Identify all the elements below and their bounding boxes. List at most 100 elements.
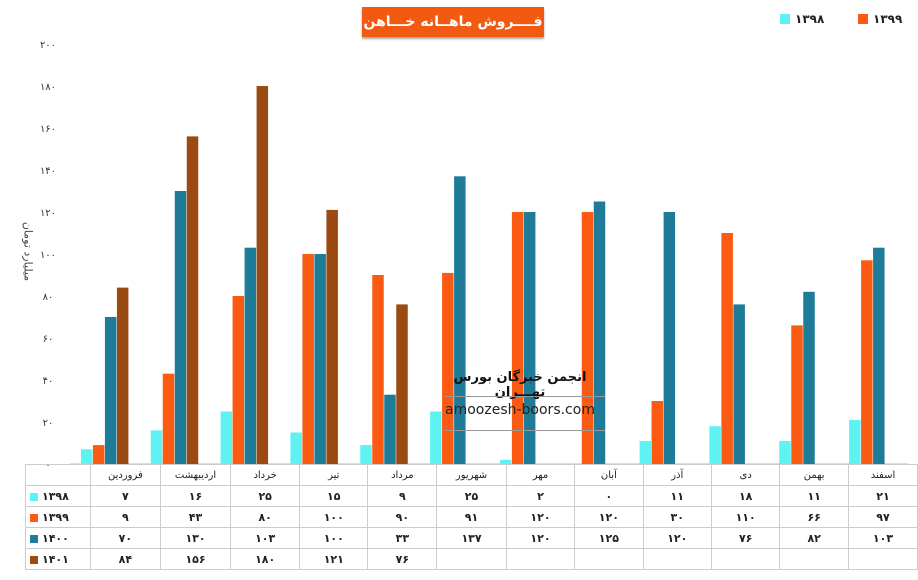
legend-swatch	[780, 14, 790, 24]
bar-۱۳۹۸-تیر	[290, 432, 302, 464]
table-header-cell: تیر	[299, 464, 369, 486]
bar-۱۳۹۸-خرداد	[220, 411, 233, 464]
bar-۱۴۰۰-آبان	[593, 201, 606, 464]
table-cell: ۱۲۵	[574, 527, 644, 549]
table-cell	[436, 548, 507, 570]
bar-۱۳۹۸-مهر	[499, 459, 512, 464]
bar-۱۴۰۰-تیر	[314, 254, 326, 464]
bar-۱۴۰۰-آذر	[663, 212, 676, 464]
bar-۱۴۰۰-مرداد	[384, 394, 396, 464]
bar-۱۳۹۸-مرداد	[360, 445, 372, 464]
table-cell	[779, 548, 849, 570]
bar-۱۴۰۱-تیر	[326, 209, 338, 464]
table-row: ۱۳۹۹ ۹ ۴۳ ۸۰ ۱۰۰ ۹۰ ۹۱ ۱۲۰ ۱۲۰ ۳۰ ۱۱۰ ۶۶ ۹۷	[25, 506, 918, 528]
table-cell	[642, 548, 712, 570]
table-row: ۱۴۰۱ ۸۴ ۱۵۶ ۱۸۰ ۱۲۱ ۷۶	[25, 548, 918, 570]
table-cell: ۱۰۳	[230, 527, 301, 549]
bar-۱۴۰۱-مرداد	[396, 304, 408, 464]
y-tick-label: ۱۸۰	[40, 82, 56, 93]
table-cell: ۹	[367, 485, 438, 507]
bar-۱۴۰۰-اسفند	[873, 247, 885, 464]
legend-label: ۱۳۹۹	[873, 12, 903, 26]
table-cell: ۹۱	[436, 506, 507, 528]
bar-۱۴۰۰-دی	[733, 304, 745, 464]
bar-۱۳۹۸-اسفند	[849, 419, 861, 464]
table-cell: ۱۸	[710, 485, 781, 507]
table-cell: ۱۳۷	[436, 527, 507, 549]
y-tick-label: ۸۰	[43, 292, 54, 303]
table-cell: ۱۱۰	[710, 506, 781, 528]
series-swatch	[30, 534, 38, 543]
table-corner	[25, 464, 91, 486]
table-cell: ۱۵	[299, 485, 369, 507]
bar-۱۴۰۱-اردیبهشت	[186, 136, 199, 464]
y-tick-label: ۱۲۰	[40, 208, 56, 219]
table-cell: ۱۰۰	[299, 506, 369, 528]
bar-۱۳۹۹-آذر	[651, 401, 664, 464]
legend-swatch	[858, 14, 868, 24]
bar-۱۳۹۹-دی	[721, 233, 733, 464]
table-cell: ۷۰	[89, 527, 161, 549]
table-cell: ۱۶	[159, 485, 232, 507]
table-header-cell: شهریور	[436, 464, 507, 486]
bar-۱۳۹۹-اردیبهشت	[162, 373, 175, 464]
bar-۱۴۰۰-بهمن	[803, 291, 815, 464]
y-tick-label: ۲۰	[43, 418, 54, 429]
table-cell: ۸۴	[89, 548, 161, 570]
table-row: ۱۴۰۰ ۷۰ ۱۳۰ ۱۰۳ ۱۰۰ ۳۳ ۱۳۷ ۱۲۰ ۱۲۵ ۱۲۰ ۷۶ ۸۲ ۱۰۳	[25, 527, 918, 549]
table-row-header: ۱۳۹۹	[25, 506, 91, 528]
table-row: ۱۳۹۸ ۷ ۱۶ ۲۵ ۱۵ ۹ ۲۵ ۲ ۰ ۱۱ ۱۸ ۱۱ ۲۱	[25, 485, 918, 507]
watermark-url: amoozesh-boors.com	[445, 402, 595, 418]
data-table: فروردین اردیبهشت خرداد تیر مرداد شهریور مهر آبا…	[25, 464, 918, 570]
series-label: ۱۳۹۹	[42, 510, 69, 524]
legend-label: ۱۳۹۸	[795, 12, 825, 26]
series-label: ۱۳۹۸	[42, 489, 69, 503]
bar-۱۴۰۰-فروردین	[104, 317, 117, 464]
bar-۱۳۹۹-خرداد	[232, 296, 245, 464]
table-cell: ۴۳	[159, 506, 232, 528]
table-cell: ۲	[505, 485, 576, 507]
bar-۱۴۰۰-خرداد	[244, 247, 257, 464]
table-cell: ۲۱	[847, 485, 918, 507]
legend: ۱۳۹۸ ۱۳۹۹	[780, 12, 903, 32]
table-cell: ۹۷	[847, 506, 918, 528]
table-cell: ۰	[574, 485, 644, 507]
table-cell: ۸۰	[230, 506, 301, 528]
bar-۱۳۹۹-فروردین	[92, 445, 105, 464]
table-header-cell: اردیبهشت	[159, 464, 232, 486]
table-cell	[710, 548, 781, 570]
table-header-cell: خرداد	[230, 464, 301, 486]
bar-۱۳۹۸-بهمن	[779, 440, 791, 464]
bar-۱۴۰۰-اردیبهشت	[174, 191, 187, 464]
table-cell: ۱۸۰	[230, 548, 301, 570]
table-cell: ۸۲	[779, 527, 849, 549]
watermark-divider	[445, 430, 605, 431]
table-row-header: ۱۴۰۱	[25, 548, 91, 570]
y-tick-label: ۱۶۰	[40, 124, 56, 135]
series-swatch	[30, 492, 38, 501]
legend-item-1398: ۱۳۹۸	[780, 12, 824, 26]
table-header-cell: دی	[710, 464, 781, 486]
table-header-cell: آبان	[574, 464, 644, 486]
table-cell: ۷۶	[367, 548, 438, 570]
y-tick-label: ۱۴۰	[40, 166, 56, 177]
bar-۱۴۰۰-مهر	[523, 212, 536, 464]
y-tick-label: ۴۰	[43, 376, 54, 387]
table-header-cell: مرداد	[367, 464, 438, 486]
table-cell: ۹	[89, 506, 161, 528]
table-cell: ۱۲۰	[642, 527, 712, 549]
table-header-cell: بهمن	[779, 464, 849, 486]
table-cell	[574, 548, 644, 570]
table-cell: ۳۰	[642, 506, 712, 528]
table-cell	[847, 548, 918, 570]
chart-title: فــــروش ماهــانه خـــاهن	[362, 7, 544, 37]
table-row-header: ۱۴۰۰	[25, 527, 91, 549]
bar-۱۳۹۹-مهر	[511, 212, 524, 464]
table-cell: ۱۰۰	[299, 527, 369, 549]
table-cell: ۱۳۰	[159, 527, 232, 549]
table-cell: ۷۶	[710, 527, 781, 549]
series-label: ۱۴۰۰	[42, 531, 69, 545]
watermark-divider	[445, 396, 605, 397]
bar-۱۳۹۹-بهمن	[791, 325, 803, 464]
table-cell: ۱۲۰	[505, 506, 576, 528]
